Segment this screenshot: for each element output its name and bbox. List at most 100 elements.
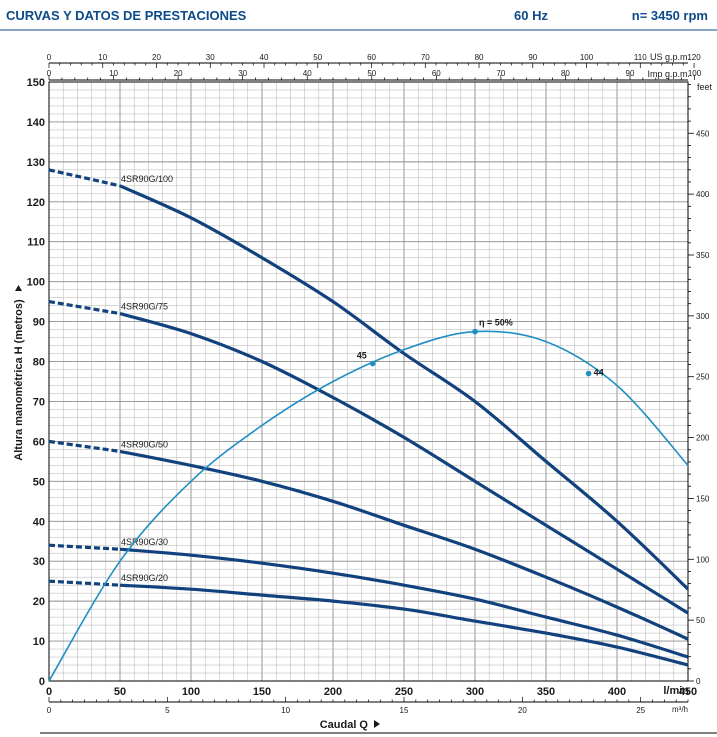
top-imp-tick-label: 10 [109,69,118,78]
left-tick-label: 10 [33,636,45,648]
left-axis-ticks: 0 10 20 30 40 50 60 70 80 90 100 110 120 130 140 150 [27,77,45,688]
efficiency-marker [369,360,376,367]
speed-label: n= 3450 rpm [632,8,708,23]
right-tick-label: 150 [696,494,710,503]
left-tick-label: 100 [27,277,45,289]
right-tick-label: 400 [696,190,710,199]
left-tick-label: 80 [33,357,45,369]
bottom2-tick-label: 10 [281,706,290,715]
top-us-tick-label: 80 [475,53,484,62]
y-axis-label: Altura manométrica H (metros) [13,299,25,461]
top-us-tick-label: 30 [206,53,215,62]
bottom2-axis-ticks: 0 5 10 15 20 25 [47,697,689,715]
series-label: 4SR90G/75 [121,302,168,312]
chart-title: CURVAS Y DATOS DE PRESTACIONES [6,8,247,23]
right-tick-label: 100 [696,555,710,564]
series-label: 4SR90G/50 [121,439,168,449]
series-label: 4SR90G/20 [121,573,168,583]
series-line-dashed [48,543,121,551]
top-us-tick-label: 20 [152,53,161,62]
frequency-label: 60 Hz [514,8,548,23]
top-imp-tick-label: 50 [367,69,376,78]
bottom-tick-label: 0 [46,686,52,698]
right-tick-label: 50 [696,616,705,625]
bottom2-tick-label: 15 [400,706,409,715]
y-axis-arrow-icon [15,285,22,291]
top-us-tick-label: 40 [260,53,269,62]
left-tick-label: 140 [27,117,45,129]
bottom-tick-label: 250 [395,686,413,698]
x-axis-arrow-icon [374,720,380,728]
plot-area [49,82,688,681]
series-line-dashed [48,439,121,453]
series-line [119,583,689,667]
right-tick-label: 0 [696,677,701,686]
top-imp-tick-label: 30 [238,69,247,78]
bottom-tick-label: 200 [324,686,342,698]
top-imp-tick-label: 80 [561,69,570,78]
left-tick-label: 0 [39,676,45,688]
bottom2-tick-label: 25 [636,706,645,715]
series-line [119,547,689,659]
bottom2-tick-label: 0 [47,706,52,715]
right-tick-label: 450 [696,129,710,138]
bottom-tick-label: 300 [466,686,484,698]
bottom-tick-label: 400 [608,686,626,698]
left-tick-label: 50 [33,476,45,488]
bottom-tick-label: 150 [253,686,271,698]
top-us-tick-label: 10 [98,53,107,62]
top-imp-tick-label: 90 [626,69,635,78]
top-us-unit: US g.p.m. [650,52,690,62]
left-tick-label: 70 [33,396,45,408]
series-line-dashed [48,579,121,587]
series-line [119,312,689,615]
efficiency-marker [472,328,478,335]
series-line-dashed [48,168,121,188]
top-us-tick-label: 60 [367,53,376,62]
efficiency-marker [585,370,592,377]
top-imp-unit: Imp g.p.m. [647,69,690,79]
plot-frame [48,81,689,682]
top-imp-tick-label: 40 [303,69,312,78]
efficiency-label: η = 50% [479,318,513,328]
efficiency-marker-label: 45 [357,351,367,361]
top-imp-tick-label: 20 [174,69,183,78]
efficiency-line [48,330,689,682]
efficiency-layer: 45 44 η = 50% [48,318,689,682]
series-layer: 4SR90G/100 4SR90G/75 4SR90G/50 4SR90G/30 4SR… [48,168,690,667]
top-us-ticks: 0 10 20 30 40 50 60 70 80 90 100 110 120 [47,53,701,68]
bottom2-tick-label: 5 [165,706,170,715]
right-axis-ticks: 0 50 100 150 200 250 300 350 400 450 [688,84,710,686]
top-us-tick-label: 110 [634,53,647,62]
bottom-tick-label: 100 [182,686,200,698]
top-us-tick-label: 0 [47,53,52,62]
left-tick-label: 150 [27,77,45,89]
bottom-tick-label: 50 [114,686,126,698]
left-tick-label: 110 [27,237,45,249]
bottom2-tick-label: 20 [518,706,527,715]
top-us-tick-label: 90 [528,53,537,62]
left-tick-label: 40 [33,516,45,528]
bottom2-axis-unit: m³/h [672,705,688,714]
bottom-axis-ticks: 0 50 100 150 200 250 300 350 400 450 [46,686,697,698]
top-imp-tick-label: 60 [432,69,441,78]
right-tick-label: 350 [696,251,710,260]
left-tick-label: 120 [27,197,45,209]
right-axis-unit: feet [697,82,713,92]
top-us-tick-label: 50 [313,53,322,62]
top-us-tick-label: 70 [421,53,430,62]
top-imp-tick-label: 70 [496,69,505,78]
bottom-tick-label: 350 [537,686,555,698]
series-line [119,184,690,591]
efficiency-marker-label: 44 [594,368,604,378]
left-tick-label: 60 [33,436,45,448]
right-tick-label: 300 [696,312,710,321]
right-tick-label: 250 [696,373,710,382]
bottom-tick-label: 450 [679,686,697,698]
bottom-axis-unit: l/min [663,685,689,697]
left-tick-label: 30 [33,556,45,568]
series-line-dashed [48,300,121,316]
top-imp-tick-label: 0 [47,69,52,78]
right-tick-label: 200 [696,434,710,443]
